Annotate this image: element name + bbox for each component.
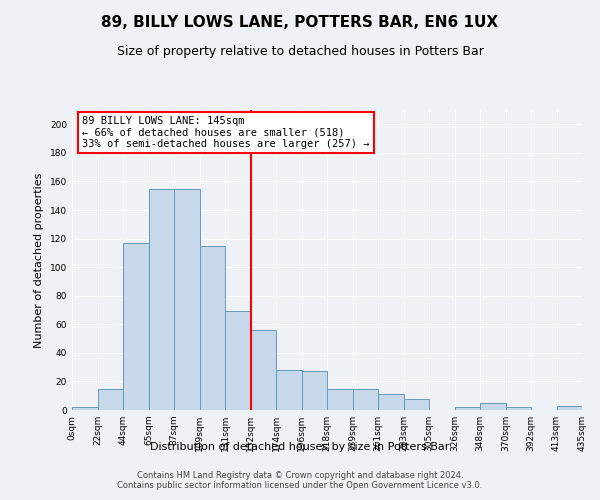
- Bar: [174, 188, 199, 410]
- Bar: [505, 407, 531, 410]
- Bar: [353, 388, 378, 410]
- Bar: [276, 370, 302, 410]
- Bar: [225, 312, 251, 410]
- Bar: [72, 407, 97, 410]
- Bar: [199, 246, 225, 410]
- Text: Size of property relative to detached houses in Potters Bar: Size of property relative to detached ho…: [116, 45, 484, 58]
- Text: 89, BILLY LOWS LANE, POTTERS BAR, EN6 1UX: 89, BILLY LOWS LANE, POTTERS BAR, EN6 1U…: [101, 15, 499, 30]
- Bar: [302, 372, 327, 410]
- Bar: [97, 388, 123, 410]
- Text: Contains HM Land Registry data © Crown copyright and database right 2024.
Contai: Contains HM Land Registry data © Crown c…: [118, 470, 482, 490]
- Bar: [327, 388, 353, 410]
- Y-axis label: Number of detached properties: Number of detached properties: [34, 172, 44, 348]
- Bar: [455, 407, 480, 410]
- Text: Distribution of detached houses by size in Potters Bar: Distribution of detached houses by size …: [151, 442, 449, 452]
- Bar: [149, 188, 174, 410]
- Text: 89 BILLY LOWS LANE: 145sqm
← 66% of detached houses are smaller (518)
33% of sem: 89 BILLY LOWS LANE: 145sqm ← 66% of deta…: [82, 116, 370, 149]
- Bar: [123, 243, 149, 410]
- Bar: [404, 398, 429, 410]
- Bar: [480, 403, 505, 410]
- Bar: [378, 394, 404, 410]
- Bar: [251, 330, 276, 410]
- Bar: [557, 406, 582, 410]
